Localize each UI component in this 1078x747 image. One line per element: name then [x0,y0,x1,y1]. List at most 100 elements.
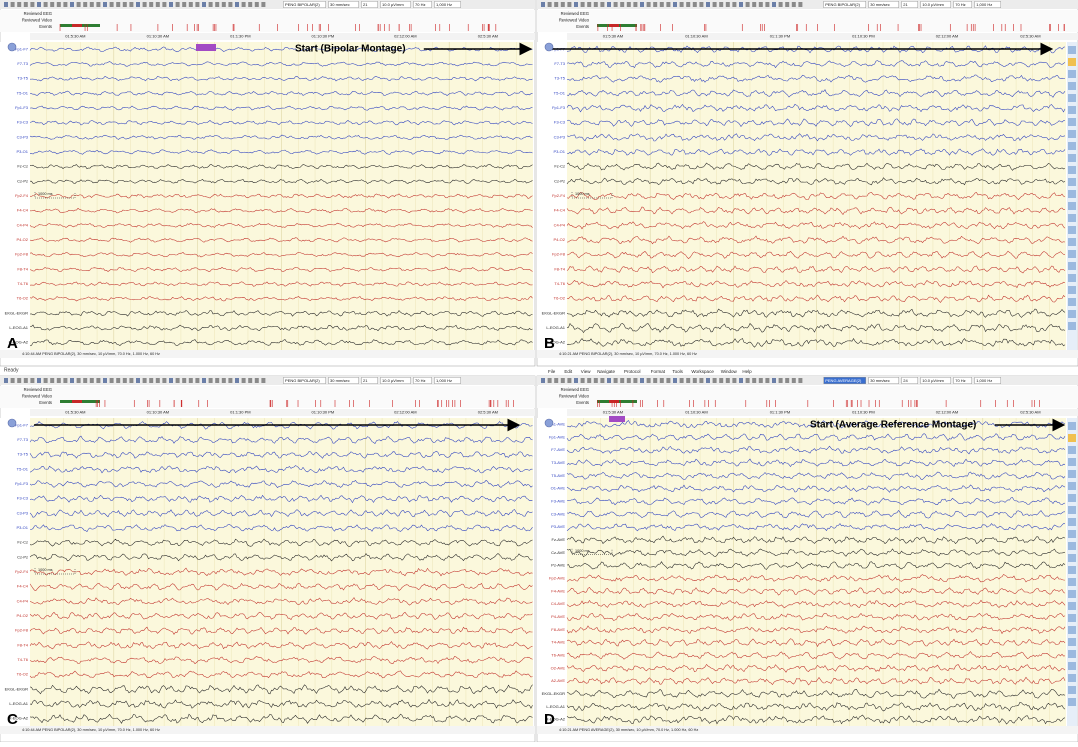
toolbar-icon[interactable] [4,378,8,383]
dropdown[interactable] [434,1,461,8]
dropdown[interactable] [413,1,432,8]
toolbar-icon[interactable] [633,2,638,7]
side-button[interactable] [1068,542,1076,550]
menu-item[interactable]: Protocol [624,369,641,374]
toolbar-icon[interactable] [580,2,585,7]
toolbar-icon[interactable] [37,2,41,7]
side-button[interactable] [1068,322,1076,330]
toolbar-icon[interactable] [149,378,154,383]
toolbar-icon[interactable] [640,2,644,7]
toolbar-icon[interactable] [692,378,697,383]
toolbar-icon[interactable] [129,2,134,7]
toolbar-icon[interactable] [182,2,187,7]
side-button[interactable] [1068,178,1076,186]
toolbar-icon[interactable] [37,378,41,383]
toolbar-icon[interactable] [791,2,796,7]
toolbar-icon[interactable] [202,378,206,383]
side-button[interactable] [1068,82,1076,90]
toolbar-icon[interactable] [17,378,22,383]
toolbar-icon[interactable] [646,2,651,7]
toolbar-icon[interactable] [149,2,154,7]
toolbar-icon[interactable] [169,2,173,7]
toolbar-icon[interactable] [607,2,611,7]
toolbar-icon[interactable] [109,378,114,383]
toolbar-icon[interactable] [772,2,776,7]
dropdown[interactable] [328,1,359,8]
menu-item[interactable]: Workspace [691,369,714,374]
dropdown[interactable] [974,377,1001,384]
toolbar-icon[interactable] [10,378,15,383]
side-button[interactable] [1068,46,1076,54]
dropdown[interactable] [953,1,972,8]
toolbar-icon[interactable] [43,378,48,383]
side-button[interactable] [1068,626,1076,634]
side-button[interactable] [1068,578,1076,586]
menu-item[interactable]: File [548,369,556,374]
side-button[interactable] [1068,566,1076,574]
toolbar-icon[interactable] [4,2,8,7]
toolbar-icon[interactable] [785,2,790,7]
toolbar-icon[interactable] [23,378,28,383]
toolbar-icon[interactable] [646,378,651,383]
side-button[interactable] [1068,446,1076,454]
toolbar-icon[interactable] [745,378,750,383]
side-button[interactable] [1068,142,1076,150]
side-button[interactable] [1068,106,1076,114]
toolbar-icon[interactable] [560,378,565,383]
toolbar-icon[interactable] [175,378,180,383]
toolbar-icon[interactable] [103,378,107,383]
toolbar-icon[interactable] [547,2,552,7]
side-button[interactable] [1068,286,1076,294]
toolbar-icon[interactable] [30,378,35,383]
toolbar-icon[interactable] [699,378,704,383]
toolbar-icon[interactable] [626,378,631,383]
toolbar-icon[interactable] [600,2,605,7]
toolbar-icon[interactable] [666,378,671,383]
toolbar-icon[interactable] [17,2,22,7]
toolbar-icon[interactable] [155,378,160,383]
toolbar-icon[interactable] [686,378,691,383]
toolbar-icon[interactable] [188,2,193,7]
side-button[interactable] [1068,650,1076,658]
toolbar-icon[interactable] [706,2,710,7]
dropdown[interactable] [868,377,899,384]
toolbar-icon[interactable] [70,378,74,383]
toolbar-icon[interactable] [136,2,140,7]
toolbar-icon[interactable] [659,378,664,383]
toolbar-icon[interactable] [739,378,743,383]
toolbar-icon[interactable] [692,2,697,7]
toolbar-icon[interactable] [666,2,671,7]
toolbar-icon[interactable] [221,378,226,383]
toolbar-icon[interactable] [76,2,81,7]
toolbar-icon[interactable] [162,2,167,7]
toolbar-icon[interactable] [175,2,180,7]
panel-icon[interactable] [544,418,554,428]
toolbar-icon[interactable] [162,378,167,383]
toolbar-icon[interactable] [706,378,710,383]
toolbar-icon[interactable] [791,378,796,383]
toolbar-icon[interactable] [785,378,790,383]
toolbar-icon[interactable] [580,378,585,383]
toolbar-icon[interactable] [129,378,134,383]
side-button[interactable] [1068,118,1076,126]
toolbar-icon[interactable] [241,2,246,7]
panel-icon[interactable] [544,42,554,52]
menu-item[interactable]: Tools [672,369,683,374]
toolbar-icon[interactable] [620,2,625,7]
toolbar-icon[interactable] [83,2,88,7]
dropdown[interactable] [328,377,359,384]
side-button[interactable] [1068,58,1076,66]
toolbar-icon[interactable] [208,2,213,7]
dropdown[interactable] [434,377,461,384]
side-button[interactable] [1068,686,1076,694]
toolbar-icon[interactable] [96,2,101,7]
side-button[interactable] [1068,166,1076,174]
menu-item[interactable]: View [581,369,591,374]
side-button[interactable] [1068,530,1076,538]
side-button[interactable] [1068,614,1076,622]
toolbar-icon[interactable] [607,378,611,383]
dropdown[interactable] [823,1,866,8]
toolbar-icon[interactable] [613,2,618,7]
toolbar-icon[interactable] [613,378,618,383]
toolbar-icon[interactable] [659,2,664,7]
